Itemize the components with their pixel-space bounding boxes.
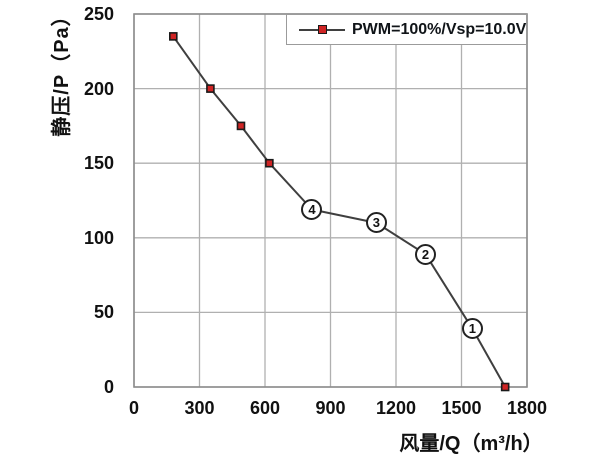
annotation-circled-1: 1 [461,318,483,340]
legend: PWM=100%/Vsp=10.0V [286,14,527,45]
data-point-marker [169,32,178,41]
x-tick-label: 900 [315,398,346,418]
data-point-marker [500,382,510,392]
x-tick-label: 1500 [441,398,482,418]
y-tick-label: 250 [83,4,114,24]
x-tick-label: 300 [184,398,215,418]
y-tick-label: 150 [83,153,114,174]
y-tick-label: 50 [93,302,114,323]
data-point-marker [265,158,274,168]
x-tick-label: 0 [128,398,139,418]
annotation-circled-4: 4 [301,198,323,220]
y-tick-label: 200 [83,78,114,99]
annotation-circled-3: 3 [365,212,387,234]
x-tick-label: 600 [249,398,281,418]
legend-line-marker-icon [299,24,345,35]
x-tick-label: 1800 [506,398,548,418]
x-axis-title: 风量/Q（m³/h） [399,433,543,455]
y-tick-label: 100 [83,227,114,248]
data-point-marker [236,121,246,131]
legend-label: PWM=100%/Vsp=10.0V [352,20,527,38]
annotation-circled-2: 2 [414,243,436,265]
y-tick-label: 0 [103,377,114,397]
data-point-marker [206,84,215,93]
x-tick-label: 1200 [375,398,417,418]
